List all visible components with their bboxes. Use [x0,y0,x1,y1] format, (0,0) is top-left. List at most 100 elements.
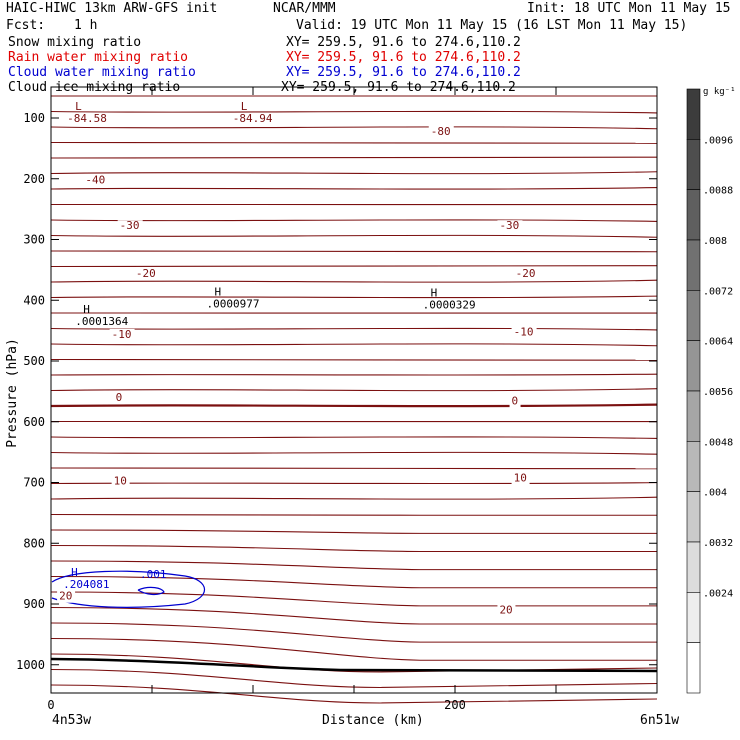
colorbar-tick-label: .0072 [703,286,733,297]
contour-label-bg [57,590,76,603]
colorbar-segment [686,541,701,593]
temperature-contour-line [50,250,658,253]
temperature-contour-line [50,279,658,283]
contour-label-bg [111,475,130,488]
contour-label: 10 [114,474,127,487]
colorbar-segment [686,239,701,291]
temperature-contour-line [50,684,658,704]
contour-label-bg [117,220,143,233]
y-axis-label: Pressure (hPa) [4,338,20,448]
temperature-contour-line [50,327,658,331]
temperature-contour-line [50,622,657,643]
temperature-contour-line [50,265,658,268]
y-tick-label: 400 [23,293,45,307]
extremum-value: -84.94 [233,112,273,125]
extremum-value: .204081 [63,578,109,591]
valid-time: Valid: 19 UTC Mon 11 May 15 (16 LST Mon … [296,18,688,33]
colorbar-segment [686,642,701,694]
colorbar-tick-label: .0056 [703,387,733,398]
contour-label-bg [497,604,516,617]
contour-label-bg [513,268,539,281]
colorbar-tick-label: .0088 [703,186,733,197]
cloud-water-contours: .001 [51,568,205,608]
contour-label-bg [509,395,521,408]
temperature-contour-line [50,467,658,470]
contour-label-bg [113,392,125,405]
temperature-contour-line [50,110,658,114]
field-cloudwater-xy: XY= 259.5, 91.6 to 274.6,110.2 [286,65,521,80]
contour-label: -30 [120,219,140,232]
extremum-marker: L [75,100,82,113]
contour-label: -30 [499,219,519,232]
temperature-contour-line [50,496,658,500]
field-snow-xy: XY= 259.5, 91.6 to 274.6,110.2 [286,35,521,50]
colorbar-segment [686,340,701,392]
colorbar-segment [686,491,701,543]
colorbar-tick-label: .0024 [703,588,733,599]
colorbar-segment [686,88,701,140]
colorbar-tick-label: .0032 [703,538,733,549]
temperature-contour-line [50,606,657,625]
colorbar-tick-label: .004 [703,488,727,499]
model-title: HAIC-HIWC 13km ARW-GFS init [6,1,218,16]
contour-label: 0 [512,395,519,408]
contour-label-bg [83,174,109,187]
contour-label: -20 [136,267,156,280]
temperature-contour-line [50,403,658,408]
colorbar-segment [686,189,701,241]
extremum-marker: H [83,303,90,316]
extremum-marker: H [431,287,438,300]
contour-label-bg [109,328,135,341]
temperature-contour-line [50,482,658,485]
temperature-contour-line [50,513,657,516]
contour-label: 20 [499,604,512,617]
y-tick-label: 200 [23,172,45,186]
x-tick-label: 200 [444,698,466,712]
y-tick-label: 500 [23,354,45,368]
colorbar-segment [686,139,701,190]
cloud-water-contour-label: .001 [140,568,167,581]
contour-label: 10 [514,471,527,484]
fcst-label: Fcst: [6,18,46,33]
field-cloudice-xy: XY= 259.5, 91.6 to 274.6,110.2 [281,80,516,95]
colorbar-tick-label: .008 [703,236,727,247]
temperature-contour-line [50,529,657,534]
contour-label-bg [511,326,537,339]
x-tick-label: 0 [47,698,54,712]
contour-label: 0 [116,391,123,404]
extremum-value: -84.58 [67,112,107,125]
colorbar-tick-label: .0048 [703,437,733,448]
colorbar-tick-label: .0064 [703,337,733,348]
colorbar-segment [686,390,701,442]
surface-line [50,657,658,673]
contour-label: -10 [514,325,534,338]
init-time: Init: 18 UTC Mon 11 May 15 [527,1,731,16]
fcst-value: 1 h [74,18,98,33]
org-label: NCAR/MMM [273,1,336,16]
contour-label-bg [497,220,523,233]
x-start-label: 4n53w [52,713,92,728]
y-tick-label: 1000 [16,658,45,672]
extremum-value: .0001364 [75,315,128,328]
extremum-value: .0000329 [423,299,476,312]
colorbar-tick-label: .0096 [703,135,733,146]
temperature-contour-line [50,388,658,392]
x-end-label: 6n51w [640,713,680,728]
field-snow-name: Snow mixing ratio [8,35,142,50]
temperature-contour-line [50,343,658,347]
contour-labels: -80-40-30 -30-20 -20-10-100 010 102020L-84.5… [57,100,539,617]
extremum-marker: H [215,285,222,298]
temperature-contour-line [50,171,658,175]
colorbar-segment [686,290,701,341]
contour-label-bg [428,126,454,139]
extremum-marker: L [241,100,248,113]
x-axis-label: Distance (km) [322,713,424,728]
cloud-water-contour [51,570,205,608]
field-rain-xy: XY= 259.5, 91.6 to 274.6,110.2 [286,50,521,65]
temperature-contour-line [50,560,657,571]
temperature-contour-line [50,126,658,130]
contour-label: -80 [431,125,451,138]
temperature-contour-line [50,575,657,589]
field-rain-name: Rain water mixing ratio [8,50,189,65]
